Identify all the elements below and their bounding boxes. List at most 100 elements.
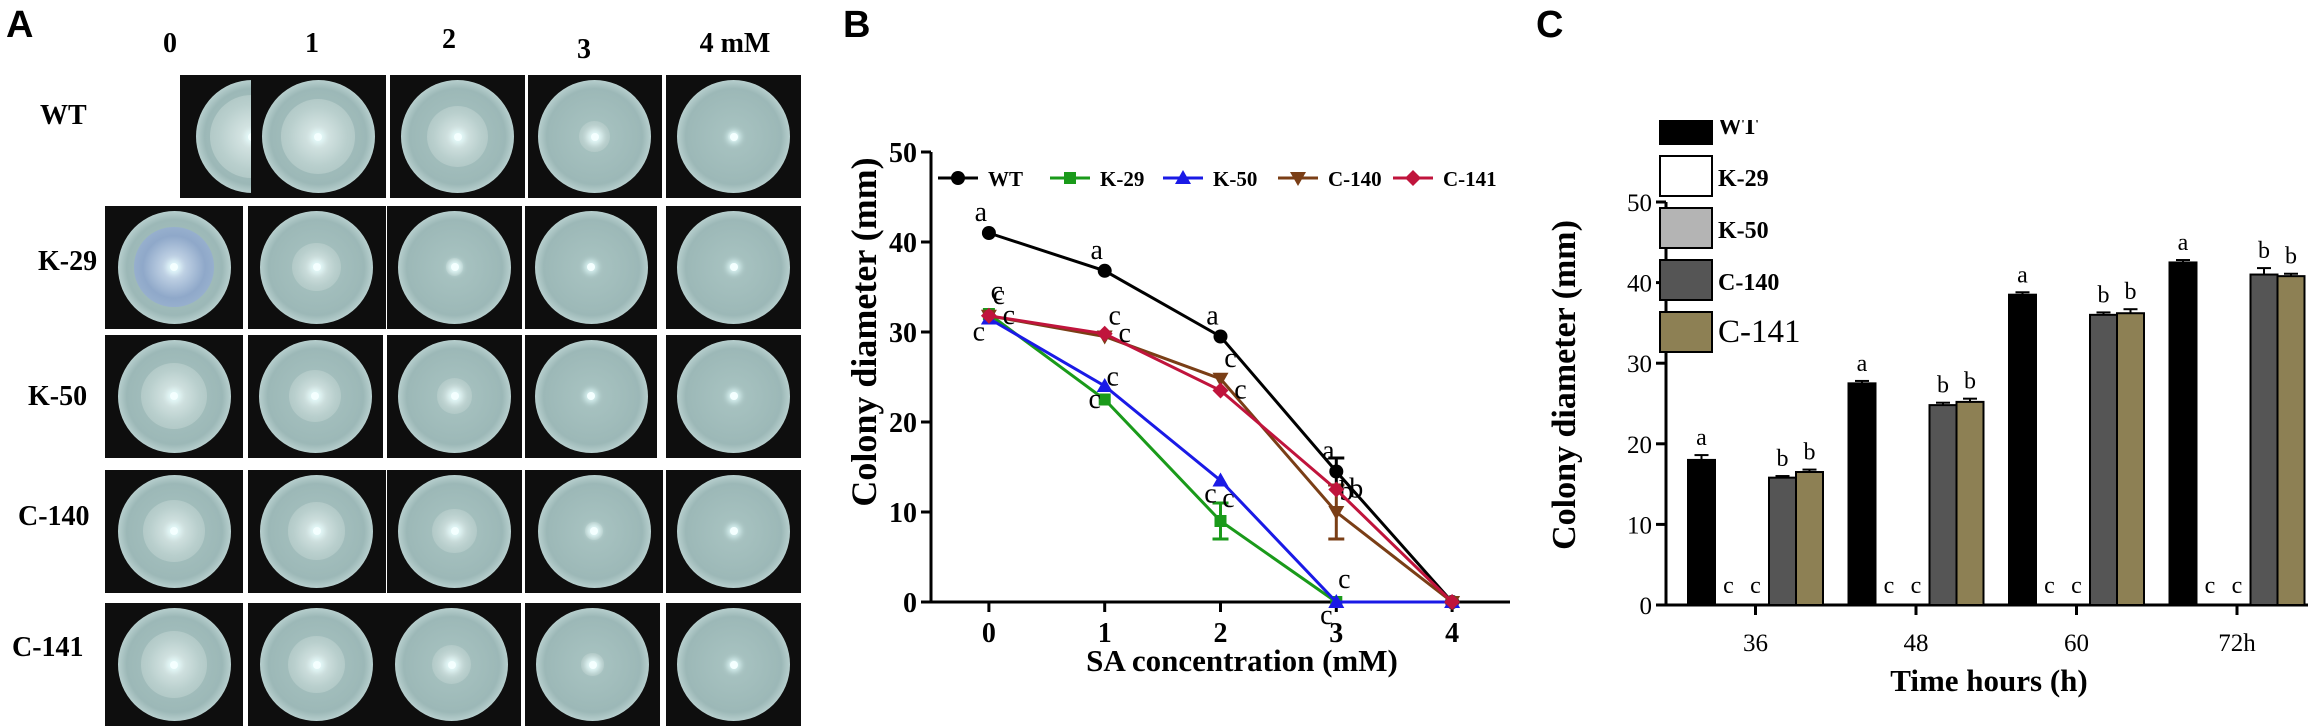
petri-dish-wt-2 xyxy=(390,75,525,198)
x-tick-label: 3 xyxy=(1329,618,1343,649)
marker-circle xyxy=(951,171,965,185)
bar-c-140 xyxy=(2089,313,2118,606)
petri-dish-wt-4 xyxy=(666,75,801,198)
marker-circle xyxy=(1213,329,1228,344)
petri-dish-k-50-0 xyxy=(105,334,243,458)
significance-letter: a xyxy=(2178,230,2189,256)
y-tick-label: 50 xyxy=(889,138,917,169)
bar-c-140 xyxy=(1928,404,1958,606)
petri-dish-c-141-2 xyxy=(382,603,521,726)
legend-item-wt: WT xyxy=(938,167,1023,191)
bar-c-141 xyxy=(1795,471,1824,607)
significance-letter: c xyxy=(2205,573,2216,599)
bar-c-140 xyxy=(1768,476,1797,607)
y-tick-label: 20 xyxy=(889,408,917,439)
marker-circle xyxy=(981,226,996,240)
marker-diamond xyxy=(1212,382,1229,399)
legend-label: WT xyxy=(988,167,1023,191)
petri-dish-c-141-0 xyxy=(105,603,243,726)
column-header-4: 4 mM xyxy=(699,28,771,59)
y-tick-label: 30 xyxy=(889,318,917,349)
significance-letter: c xyxy=(993,280,1005,311)
significance-letter: b xyxy=(1777,446,1789,472)
inoculation-point xyxy=(453,132,462,141)
legend-item-c-141: C-141 xyxy=(1659,311,1801,353)
significance-letter: c xyxy=(2071,573,2082,599)
significance-letter: c xyxy=(2044,573,2055,599)
x-tick-label: 72h xyxy=(2218,630,2256,657)
marker-diamond xyxy=(980,307,997,324)
significance-letter: a xyxy=(975,197,988,228)
bar-chart: Colony diameter (mm) Time hours (h) 0 10 2… xyxy=(1546,120,2308,698)
petri-dish-k-29-0 xyxy=(105,205,243,329)
marker-triangle-down xyxy=(1290,172,1306,186)
petri-dish-k-50-2 xyxy=(387,334,522,458)
row-label-c140: C-140 xyxy=(18,501,90,532)
x-tick-label: 36 xyxy=(1743,630,1768,657)
marker-triangle xyxy=(1328,594,1345,608)
inoculation-point xyxy=(450,263,459,271)
legend-item-k-50: K-50 xyxy=(1659,207,1769,249)
significance-letter: a xyxy=(2017,262,2028,288)
x-tick-label: 4 xyxy=(1445,618,1459,649)
petri-dish-wt-3 xyxy=(528,75,662,198)
row-label-k29: K-29 xyxy=(38,246,98,277)
bar-c-140 xyxy=(2249,273,2279,606)
series-line xyxy=(988,317,1453,604)
inoculation-point xyxy=(170,392,178,400)
significance-letter: b xyxy=(1339,476,1353,507)
legend-label: WT xyxy=(1718,120,1758,140)
legend-label: K-50 xyxy=(1213,167,1257,191)
legend-swatch xyxy=(1659,259,1713,301)
marker-diamond xyxy=(1444,594,1461,610)
marker-circle xyxy=(1097,263,1112,278)
x-tick-label: 60 xyxy=(2064,630,2089,657)
petri-dish-k-29-2 xyxy=(387,205,522,329)
column-header-3: 3 xyxy=(577,34,591,65)
marker-diamond xyxy=(1405,170,1421,186)
x-tick-label: 0 xyxy=(982,618,996,649)
inoculation-point xyxy=(450,392,459,400)
y-tick-label: 0 xyxy=(1640,593,1653,620)
y-tick-label: 10 xyxy=(1627,512,1652,539)
legend-item-c-140: C-140 xyxy=(1278,167,1382,191)
inoculation-point xyxy=(729,132,738,141)
significance-letter: c xyxy=(1320,600,1332,631)
inoculation-point xyxy=(447,660,456,669)
significance-letter: b xyxy=(1937,373,1949,399)
significance-letter: c xyxy=(1911,573,1922,599)
significance-letter: c xyxy=(1750,573,1761,599)
x-tick-label: 2 xyxy=(1214,618,1228,649)
inoculation-point xyxy=(170,660,178,669)
inoculation-point xyxy=(311,392,319,400)
row-label-k50: K-50 xyxy=(28,381,88,412)
column-header-2: 2 xyxy=(442,24,456,55)
significance-letter: b xyxy=(1804,440,1816,466)
significance-letter: b xyxy=(2125,279,2137,305)
significance-letter: c xyxy=(1108,301,1120,332)
inoculation-point xyxy=(587,263,595,271)
row-label-wt: WT xyxy=(40,100,87,131)
x-tick-label: 1 xyxy=(1098,618,1112,649)
significance-letter: a xyxy=(1857,351,1868,377)
y-tick-label: 40 xyxy=(889,228,917,259)
panel-a-label: A xyxy=(6,4,34,46)
bar-c-141 xyxy=(1955,400,1985,606)
significance-letter: c xyxy=(1003,300,1015,331)
panel-b-label: B xyxy=(843,4,871,46)
legend-item-k-29: K-29 xyxy=(1659,155,1769,197)
significance-letter: a xyxy=(1206,301,1219,332)
y-tick-label: 40 xyxy=(1627,271,1652,298)
legend-swatch xyxy=(1659,155,1713,197)
significance-letter: a xyxy=(1322,436,1335,467)
significance-letter: c xyxy=(1204,479,1216,510)
petri-dish-wt-1 xyxy=(250,75,386,198)
petri-dish-k-29-1 xyxy=(247,205,386,329)
inoculation-point xyxy=(312,263,321,271)
inoculation-point xyxy=(312,527,321,535)
chart-b-xlabel: SA concentration (mM) xyxy=(1086,643,1398,678)
significance-letter: c xyxy=(1234,375,1246,406)
marker-triangle-down xyxy=(1328,506,1345,520)
significance-letter: b xyxy=(2098,282,2110,308)
